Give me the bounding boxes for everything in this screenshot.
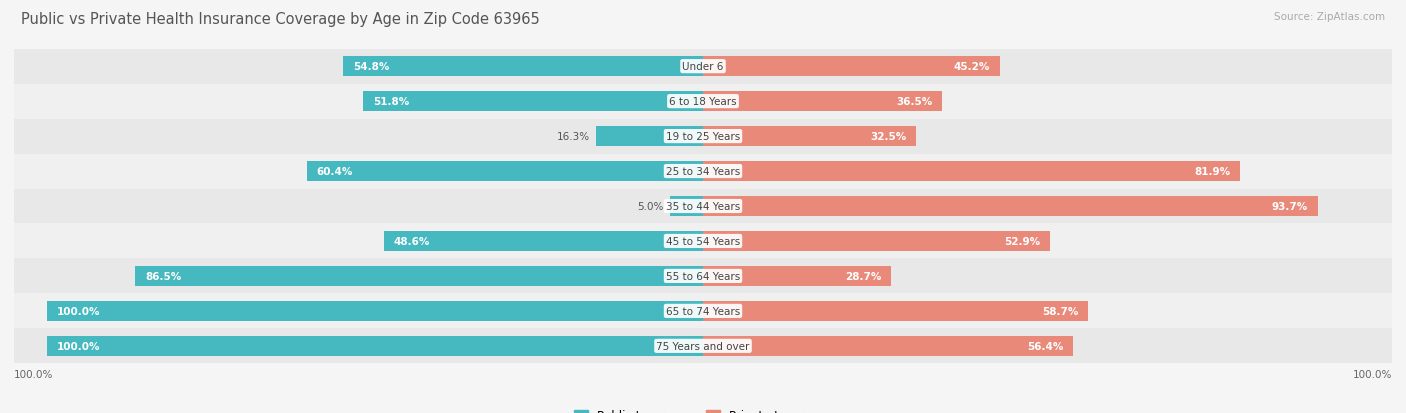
- Text: 32.5%: 32.5%: [870, 132, 907, 142]
- Bar: [703, 161, 1240, 182]
- Text: 51.8%: 51.8%: [373, 97, 409, 107]
- Text: 55 to 64 Years: 55 to 64 Years: [666, 271, 740, 281]
- Bar: [703, 231, 1050, 252]
- Bar: [14, 154, 1392, 189]
- Text: 81.9%: 81.9%: [1195, 166, 1230, 177]
- Bar: [703, 127, 917, 147]
- Bar: [307, 161, 703, 182]
- Bar: [703, 266, 891, 286]
- Text: 19 to 25 Years: 19 to 25 Years: [666, 132, 740, 142]
- Text: 48.6%: 48.6%: [394, 236, 430, 247]
- Text: 36.5%: 36.5%: [897, 97, 932, 107]
- Text: 100.0%: 100.0%: [56, 306, 100, 316]
- Text: 28.7%: 28.7%: [845, 271, 882, 281]
- Bar: [703, 336, 1073, 356]
- Text: 52.9%: 52.9%: [1004, 236, 1040, 247]
- Bar: [14, 189, 1392, 224]
- Legend: Public Insurance, Private Insurance: Public Insurance, Private Insurance: [569, 404, 837, 413]
- Bar: [596, 127, 703, 147]
- Bar: [703, 92, 942, 112]
- Text: 56.4%: 56.4%: [1026, 341, 1063, 351]
- Bar: [14, 294, 1392, 329]
- Text: 35 to 44 Years: 35 to 44 Years: [666, 202, 740, 211]
- Bar: [14, 84, 1392, 119]
- Text: Under 6: Under 6: [682, 62, 724, 72]
- Text: 54.8%: 54.8%: [353, 62, 389, 72]
- Text: Source: ZipAtlas.com: Source: ZipAtlas.com: [1274, 12, 1385, 22]
- Text: 100.0%: 100.0%: [1353, 369, 1392, 379]
- Bar: [14, 119, 1392, 154]
- Text: 45.2%: 45.2%: [953, 62, 990, 72]
- Bar: [14, 50, 1392, 84]
- Bar: [703, 301, 1088, 321]
- Text: 100.0%: 100.0%: [14, 369, 53, 379]
- Text: 65 to 74 Years: 65 to 74 Years: [666, 306, 740, 316]
- Text: 58.7%: 58.7%: [1042, 306, 1078, 316]
- Text: 93.7%: 93.7%: [1271, 202, 1308, 211]
- Bar: [384, 231, 703, 252]
- Bar: [46, 301, 703, 321]
- Text: 6 to 18 Years: 6 to 18 Years: [669, 97, 737, 107]
- Bar: [46, 336, 703, 356]
- Text: 25 to 34 Years: 25 to 34 Years: [666, 166, 740, 177]
- Bar: [343, 57, 703, 77]
- Text: Public vs Private Health Insurance Coverage by Age in Zip Code 63965: Public vs Private Health Insurance Cover…: [21, 12, 540, 27]
- Text: 5.0%: 5.0%: [637, 202, 664, 211]
- Bar: [703, 57, 1000, 77]
- Bar: [703, 197, 1317, 216]
- Text: 16.3%: 16.3%: [557, 132, 589, 142]
- Bar: [671, 197, 703, 216]
- Bar: [14, 259, 1392, 294]
- Bar: [135, 266, 703, 286]
- Text: 100.0%: 100.0%: [56, 341, 100, 351]
- Text: 60.4%: 60.4%: [316, 166, 353, 177]
- Bar: [14, 329, 1392, 363]
- Text: 45 to 54 Years: 45 to 54 Years: [666, 236, 740, 247]
- Text: 75 Years and over: 75 Years and over: [657, 341, 749, 351]
- Bar: [363, 92, 703, 112]
- Bar: [14, 224, 1392, 259]
- Text: 86.5%: 86.5%: [145, 271, 181, 281]
